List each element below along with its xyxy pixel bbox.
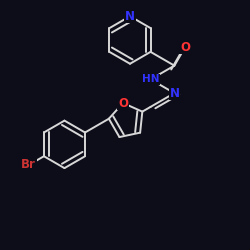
Text: O: O: [118, 96, 128, 110]
Text: N: N: [170, 86, 179, 100]
Text: HN: HN: [142, 74, 159, 84]
Text: Br: Br: [21, 158, 36, 172]
Text: N: N: [125, 10, 135, 23]
Text: O: O: [180, 41, 190, 54]
